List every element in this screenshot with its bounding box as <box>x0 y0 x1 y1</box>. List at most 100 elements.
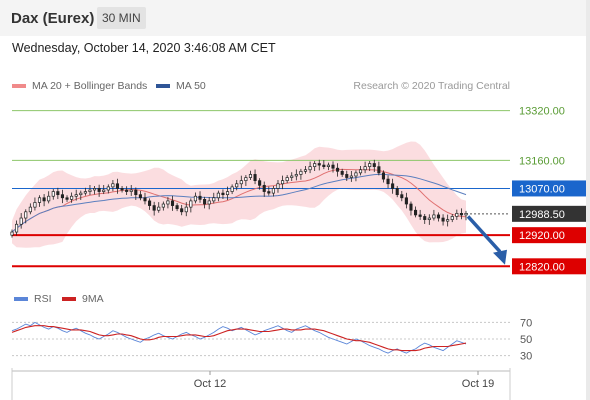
instrument-title: Dax (Eurex) <box>11 10 95 27</box>
candle-body <box>258 180 262 186</box>
level-label-13160.00: 13160.00 <box>519 155 565 167</box>
candle-body <box>10 231 14 236</box>
candle-body <box>92 188 97 191</box>
candle-body <box>459 213 463 216</box>
candle-body <box>42 197 46 202</box>
candle-body <box>216 192 220 199</box>
candle-body <box>125 189 129 192</box>
candle-body <box>432 214 436 219</box>
candle-body <box>464 213 468 216</box>
timeframe-badge[interactable]: 30 MIN <box>97 7 146 29</box>
candle-body <box>184 206 188 213</box>
candle-body <box>308 166 312 171</box>
candle-body <box>79 192 83 196</box>
ma20-line <box>11 168 467 233</box>
candle-body <box>33 202 37 208</box>
candle-body <box>24 211 28 219</box>
candle-body <box>248 174 253 178</box>
legend-rsi: RSI <box>14 293 52 305</box>
candle-body <box>285 177 289 182</box>
level-box-13070.00 <box>512 180 586 197</box>
candle-body <box>207 200 211 205</box>
candle-body <box>83 191 87 194</box>
candle-body <box>244 177 248 182</box>
candle-body <box>230 186 234 192</box>
legend-rsi-label: RSI <box>34 293 52 305</box>
candle-body <box>303 169 308 172</box>
candle-body <box>262 184 266 192</box>
forecast-arrow-head <box>493 249 507 265</box>
bollinger-band <box>12 141 466 248</box>
legend-ma20: MA 20 + Bollinger Bands <box>12 80 147 92</box>
level-label-12820.00: 12820.00 <box>519 261 565 273</box>
candle-body <box>235 183 239 188</box>
candle-body <box>368 163 372 167</box>
candle-body <box>395 188 399 196</box>
legend-rsi-swatch <box>14 297 28 302</box>
candle-body <box>60 194 64 199</box>
candle-body <box>239 180 243 185</box>
candle-body <box>441 217 445 222</box>
candle-body <box>322 164 326 167</box>
candle-body <box>28 206 32 213</box>
candle-body <box>349 175 353 178</box>
candle-body <box>56 191 60 196</box>
candle-body <box>152 205 156 211</box>
candle-body <box>198 195 202 200</box>
candle-body <box>381 172 386 180</box>
legend-ma50-swatch <box>156 84 170 89</box>
candle-body <box>120 188 124 191</box>
right-frame <box>586 0 590 400</box>
candle-body <box>203 198 207 205</box>
candle-body <box>290 175 294 178</box>
candle-body <box>106 186 110 191</box>
candle-body <box>88 189 92 192</box>
candle-body <box>212 197 216 202</box>
legend-ma20-swatch <box>12 84 26 89</box>
level-label-13070.00: 13070.00 <box>519 183 565 195</box>
rsi-level-label-70: 70 <box>520 317 532 329</box>
candle-body <box>455 213 459 217</box>
chart-header: Dax (Eurex) 30 MIN <box>0 0 590 36</box>
credit-text: Research © 2020 Trading Central <box>353 80 510 92</box>
candle-body <box>363 166 367 171</box>
level-label-12920.00: 12920.00 <box>519 230 565 242</box>
candle-body <box>427 217 431 220</box>
candle-body <box>170 200 175 206</box>
candle-body <box>409 203 413 211</box>
rsi-level-label-50: 50 <box>520 334 532 346</box>
candle-body <box>51 191 55 197</box>
candle-body <box>271 188 275 194</box>
candle-body <box>221 192 225 196</box>
candle-body <box>354 172 358 177</box>
level-box-12920.00 <box>512 227 586 244</box>
candle-body <box>414 209 418 216</box>
candle-body <box>326 164 330 167</box>
candle-body <box>97 188 101 192</box>
candle-body <box>70 195 74 200</box>
candle-body <box>299 170 303 175</box>
rsi-line <box>11 321 467 354</box>
x-tick-label-Oct-19: Oct 19 <box>462 378 494 390</box>
level-box-12988.50 <box>512 205 586 222</box>
candle-body <box>161 203 165 208</box>
candle-body <box>294 174 298 177</box>
candle-body <box>102 189 106 192</box>
candle-body <box>313 163 317 167</box>
candle-body <box>317 163 321 166</box>
candle-body <box>377 166 381 174</box>
timestamp: Wednesday, October 14, 2020 3:46:08 AM C… <box>12 41 276 55</box>
rsi-level-label-30: 30 <box>520 351 532 363</box>
candle-body <box>189 200 193 208</box>
candle-body <box>281 180 285 185</box>
candle-body <box>166 200 170 205</box>
candle-body <box>358 169 363 174</box>
legend-9ma-label: 9MA <box>82 293 104 305</box>
legend-9ma-swatch <box>62 297 76 302</box>
candle-body <box>65 197 69 200</box>
level-label-13320.00: 13320.00 <box>519 106 565 118</box>
candle-body <box>193 195 197 202</box>
candle-body <box>74 194 78 197</box>
x-tick-label-Oct-12: Oct 12 <box>194 378 226 390</box>
